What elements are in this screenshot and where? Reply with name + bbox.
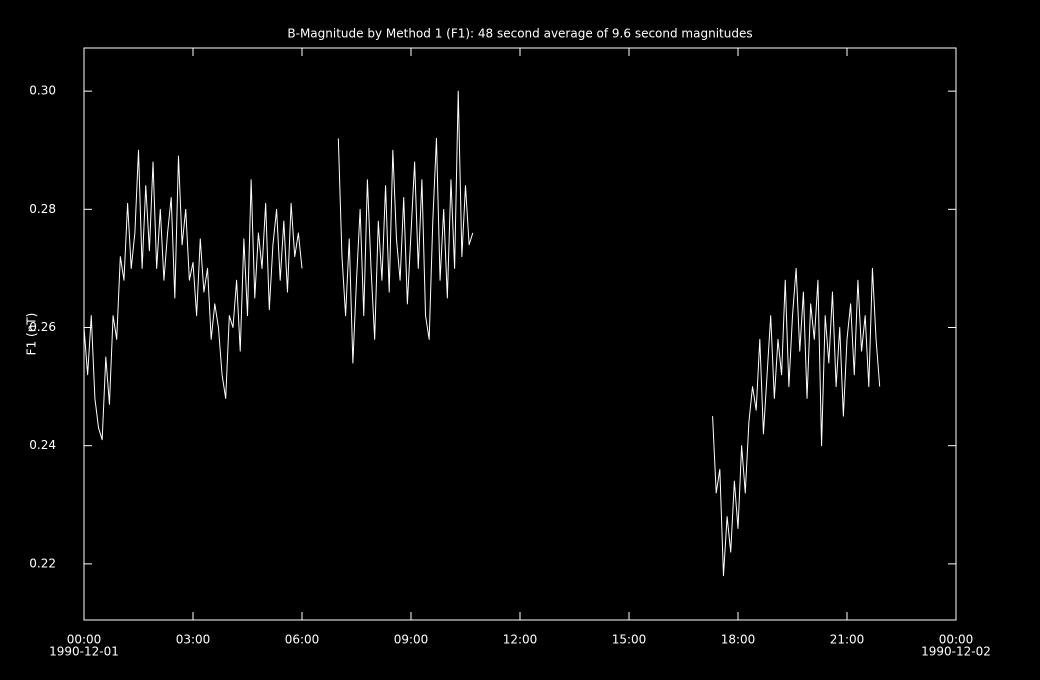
y-tick-label: 0.22 [29,556,56,570]
x-tick-label: 15:00 [612,633,647,647]
data-line [83,90,881,577]
x-tick-label: 09:00 [394,633,429,647]
x-tick-label: 21:00 [830,633,865,647]
y-tick-label: 0.30 [29,84,56,98]
plot-frame [83,47,957,621]
x-tick-date: 1990-12-01 [49,645,119,659]
x-tick-label: 00:00 [939,633,974,647]
x-tick-label: 00:00 [67,633,102,647]
y-tick-label: 0.28 [29,202,56,216]
x-tick-label: 12:00 [503,633,538,647]
x-tick-label: 06:00 [285,633,320,647]
x-tick-label: 18:00 [721,633,756,647]
chart-title: B-Magnitude by Method 1 (F1): 48 second … [287,27,752,41]
y-axis-label: F1 (nT) [25,313,39,356]
y-tick-label: 0.24 [29,438,56,452]
x-tick-label: 03:00 [176,633,211,647]
y-tick-label: 0.26 [29,320,56,334]
x-tick-date: 1990-12-02 [921,645,991,659]
